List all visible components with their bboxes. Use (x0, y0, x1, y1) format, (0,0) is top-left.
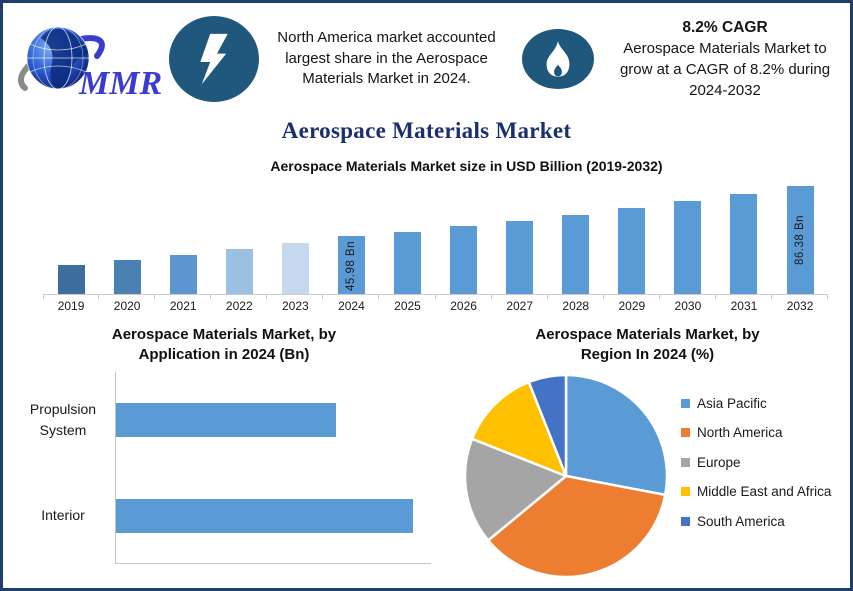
x-axis-label: 2020 (99, 295, 156, 313)
bar-column (99, 180, 155, 294)
pie-graphic (463, 373, 669, 578)
bar-column (43, 180, 99, 294)
legend-label: North America (697, 425, 783, 440)
application-chart-title: Aerospace Materials Market, by Applicati… (111, 326, 337, 364)
bar-column (716, 180, 772, 294)
x-axis-label: 2031 (716, 295, 773, 313)
hbar-track (115, 371, 439, 468)
bar-column (379, 180, 435, 294)
globe-icon (26, 26, 90, 90)
hbar-row: Propulsion System (11, 371, 439, 468)
bar-2024: 45.98 Bn (337, 236, 365, 294)
application-chart-plot-area: Propulsion System Interior (11, 371, 439, 564)
category-label: Interior (41, 507, 85, 523)
x-axis-label: 2024 (323, 295, 380, 313)
cagr-text: Aerospace Materials Market to grow at a … (619, 40, 831, 99)
legend-item: North America (681, 425, 831, 440)
legend-swatch (681, 487, 690, 496)
pie-slice-middle-east-and-africa (470, 380, 568, 477)
x-axis-label: 2032 (772, 295, 829, 313)
header: MMR North America market accounted large… (3, 3, 850, 105)
bar-2019 (57, 265, 85, 294)
bar-data-label: 45.98 Bn (345, 240, 358, 291)
bar-2029 (618, 208, 646, 294)
bar-column (604, 180, 660, 294)
x-axis-label: 2028 (548, 295, 604, 313)
hbar-interior (116, 498, 413, 533)
bar-data-label: 86.38 Bn (794, 214, 807, 265)
legend-swatch (681, 516, 690, 526)
legend-item: Asia Pacific (681, 396, 831, 411)
bar-2022 (225, 249, 253, 294)
callout-north-america-text: North America market accounted largest s… (277, 28, 496, 88)
bar-column (211, 180, 267, 294)
bar-chart-plot-area: 45.98 Bn 86.38 Bn (43, 180, 828, 295)
hbar-propulsion-system (116, 402, 337, 437)
bar-column (436, 180, 492, 294)
bar-2026 (450, 226, 478, 294)
bar-2032: 86.38 Bn (786, 185, 814, 294)
logo-text: MMR (78, 65, 162, 102)
category-label: Propulsion System (29, 400, 97, 438)
bar-column (660, 180, 716, 294)
legend-item: Europe (681, 455, 831, 470)
legend-swatch (681, 428, 690, 437)
legend-item: South America (681, 514, 831, 529)
bar-2028 (562, 214, 590, 294)
legend-label: South America (697, 513, 785, 529)
legend-item: Middle East and Africa (681, 484, 831, 499)
pie-legend: Asia Pacific North America Europe Middle Ea… (681, 396, 831, 544)
x-axis-label: 2019 (43, 295, 100, 313)
application-bar-chart: Aerospace Materials Market, by Applicati… (3, 321, 445, 582)
bar-2020 (113, 260, 141, 294)
market-size-bar-chart: Aerospace Materials Market size in USD B… (3, 158, 850, 313)
bar-column (548, 180, 604, 294)
x-axis-label: 2025 (379, 295, 436, 313)
pie-slice-europe (463, 437, 568, 542)
cagr-value: 8.2% CAGR (682, 18, 768, 36)
pie-slice-north-america (486, 474, 667, 578)
bar-chart-x-axis: 2019 2020 2021 2022 2023 2024 2025 2026 2027 2028… (43, 295, 829, 313)
x-axis-label: 2023 (267, 295, 324, 313)
bar-column (155, 180, 211, 294)
legend-label: Middle East and Africa (697, 484, 832, 499)
hbar-row: Interior (11, 467, 439, 564)
flame-icon (522, 29, 594, 89)
legend-label: Asia Pacific (697, 395, 767, 411)
legend-label: Europe (697, 454, 741, 470)
bar-2030 (674, 201, 702, 294)
bar-2021 (169, 255, 197, 294)
x-axis-label: 2026 (436, 295, 492, 313)
x-axis-label: 2030 (660, 295, 717, 313)
legend-swatch (681, 457, 690, 467)
pie-and-legend: Asia Pacific North America Europe Middle Ea… (445, 370, 850, 582)
pie-slice-asia-pacific (564, 373, 669, 496)
bar-2027 (506, 220, 534, 294)
region-pie-chart: Aerospace Materials Market, by Region In… (445, 321, 850, 582)
page-title: Aerospace Materials Market (281, 118, 572, 143)
x-axis-label: 2029 (604, 295, 660, 313)
x-axis-label: 2021 (155, 295, 212, 313)
pie-slice-south-america (527, 373, 568, 477)
hbar-track (115, 467, 439, 564)
bar-chart-title: Aerospace Materials Market size in USD B… (270, 158, 663, 174)
pie-chart-title: Aerospace Materials Market, by Region In… (535, 326, 760, 364)
bar-2023 (281, 242, 309, 294)
bottom-charts-row: Aerospace Materials Market, by Applicati… (3, 321, 850, 582)
x-axis-label: 2022 (211, 295, 268, 313)
callout-cagr: 8.2% CAGR Aerospace Materials Market to … (606, 17, 844, 101)
lightning-icon (169, 16, 259, 102)
bar-2025 (394, 231, 421, 294)
x-axis-label: 2027 (492, 295, 548, 313)
bar-column (267, 180, 323, 294)
legend-swatch (681, 398, 690, 408)
bar-column: 86.38 Bn (772, 180, 828, 294)
bar-column: 45.98 Bn (323, 180, 379, 294)
mmr-logo: MMR (17, 26, 162, 102)
bar-2031 (730, 193, 758, 294)
bar-column (492, 180, 548, 294)
